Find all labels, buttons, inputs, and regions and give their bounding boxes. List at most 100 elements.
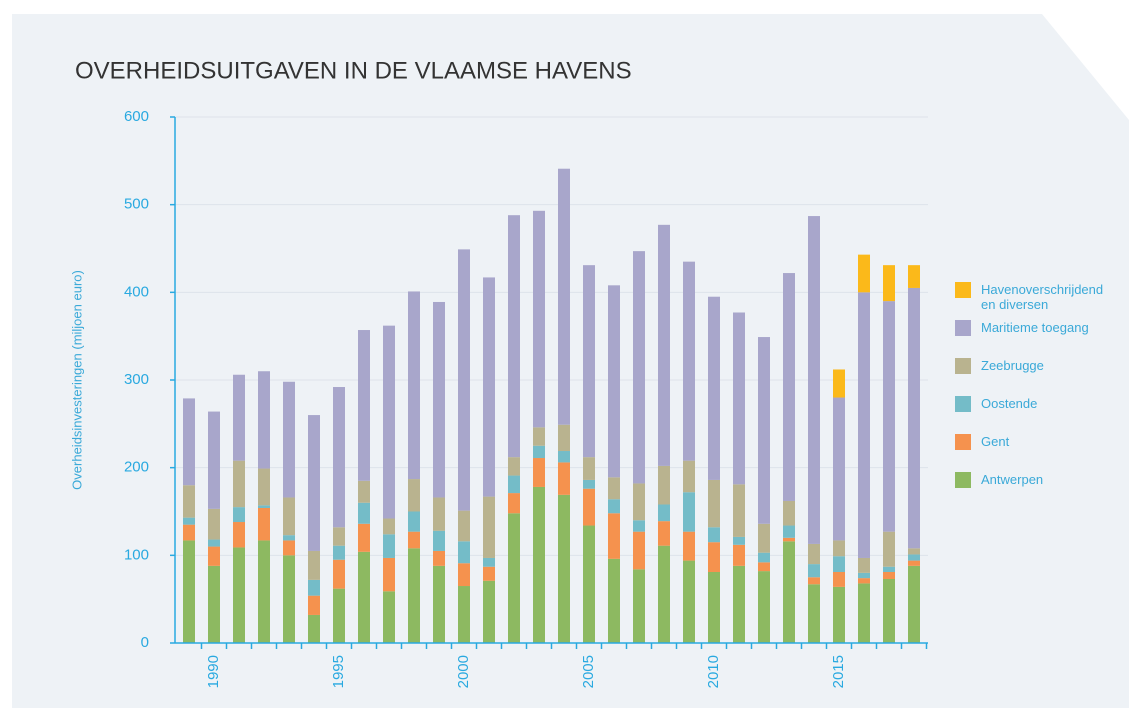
bar-segment (383, 557, 395, 592)
y-tick-label: 500 (124, 196, 149, 213)
bar-segment (908, 265, 920, 288)
bar-segment (358, 330, 370, 481)
x-tick-label: 2005 (580, 655, 597, 688)
bar-segment (558, 168, 570, 425)
bar-segment (858, 557, 870, 573)
bar-segment (533, 486, 545, 643)
bar-segment (508, 513, 520, 643)
bar-segment (183, 517, 195, 525)
bar-segment (633, 483, 645, 521)
bar-segment (258, 540, 270, 643)
bar-segment (308, 595, 320, 615)
bar-segment (258, 505, 270, 508)
bar-segment (458, 563, 470, 587)
bar-segment (608, 558, 620, 643)
bar-segment (383, 518, 395, 535)
bar-segment (833, 397, 845, 541)
legend-swatch (955, 396, 971, 412)
bar-segment (783, 525, 795, 538)
bar-segment (883, 579, 895, 643)
x-tick-label: 2000 (455, 655, 472, 688)
bar-segment (208, 546, 220, 566)
bar-segment (833, 540, 845, 557)
bar-segment (783, 541, 795, 643)
legend-label: Havenoverschrijdend en diversen (981, 282, 1104, 312)
bar-segment (683, 560, 695, 643)
bar-segment (333, 387, 345, 528)
bar-segment (308, 550, 320, 580)
bar-segment (183, 540, 195, 643)
bar-segment (183, 398, 195, 486)
legend-label: Oostende (981, 396, 1038, 411)
legend-item: Oostende (955, 396, 1115, 412)
bar-segment (183, 524, 195, 541)
legend-swatch (955, 434, 971, 450)
bar-segment (408, 291, 420, 480)
bar-segment (483, 557, 495, 567)
y-tick-label: 200 (124, 459, 149, 476)
bar-segment (558, 451, 570, 463)
bar-segment (858, 254, 870, 293)
bar-segment (683, 492, 695, 532)
bar-segment (733, 312, 745, 485)
bar-segment (358, 551, 370, 643)
bar-segment (658, 504, 670, 522)
bar-segment (658, 545, 670, 643)
bar-segment (708, 527, 720, 543)
bar-segment (658, 465, 670, 505)
bar-segment (883, 301, 895, 532)
bar-segment (858, 292, 870, 558)
bar-segment (408, 511, 420, 532)
bar-segment (483, 566, 495, 581)
bar-segment (858, 578, 870, 584)
y-axis-label: Overheidsinvesteringen (miljoen euro) (69, 270, 84, 490)
bar-segment (358, 480, 370, 503)
legend-item: Antwerpen (955, 472, 1115, 488)
legend-item: Maritieme toegang (955, 320, 1115, 336)
bar-segment (358, 502, 370, 524)
legend-swatch (955, 472, 971, 488)
bar-segment (633, 520, 645, 532)
bar-segment (858, 583, 870, 643)
legend-item: Zeebrugge (955, 358, 1115, 374)
bar-segment (758, 552, 770, 563)
bar-segment (458, 510, 470, 542)
bar-segment (733, 536, 745, 545)
bar-segment (658, 521, 670, 546)
bar-segment (408, 548, 420, 643)
bar-segment (408, 479, 420, 512)
bar-segment (233, 374, 245, 461)
bar-segment (808, 577, 820, 585)
x-tick-label: 2010 (705, 655, 722, 688)
bar-segment (583, 479, 595, 489)
bar-segment (333, 527, 345, 546)
bar-segment (658, 224, 670, 466)
legend-swatch (955, 358, 971, 374)
bar-segment (808, 216, 820, 544)
bar-segment (708, 296, 720, 480)
bar-segment (833, 571, 845, 587)
bar-segment (533, 458, 545, 487)
bar-segment (258, 507, 270, 541)
bar-segment (483, 580, 495, 643)
bar-segment (208, 411, 220, 509)
bar-segment (783, 537, 795, 542)
bar-segment (758, 562, 770, 572)
bar-segment (883, 265, 895, 302)
bar-segment (283, 540, 295, 556)
bar-segment (808, 543, 820, 565)
bar-segment (508, 493, 520, 514)
bar-segment (858, 572, 870, 579)
bar-segment (708, 542, 720, 572)
bar-segment (283, 555, 295, 643)
bar-segment (633, 531, 645, 570)
x-tick-label: 1995 (330, 655, 347, 688)
y-tick-label: 600 (124, 108, 149, 125)
bar-segment (458, 249, 470, 511)
bar-segment (758, 337, 770, 524)
bar-segment (683, 261, 695, 461)
bar-segment (808, 584, 820, 643)
bar-segment (383, 591, 395, 643)
bar-segment (183, 485, 195, 518)
